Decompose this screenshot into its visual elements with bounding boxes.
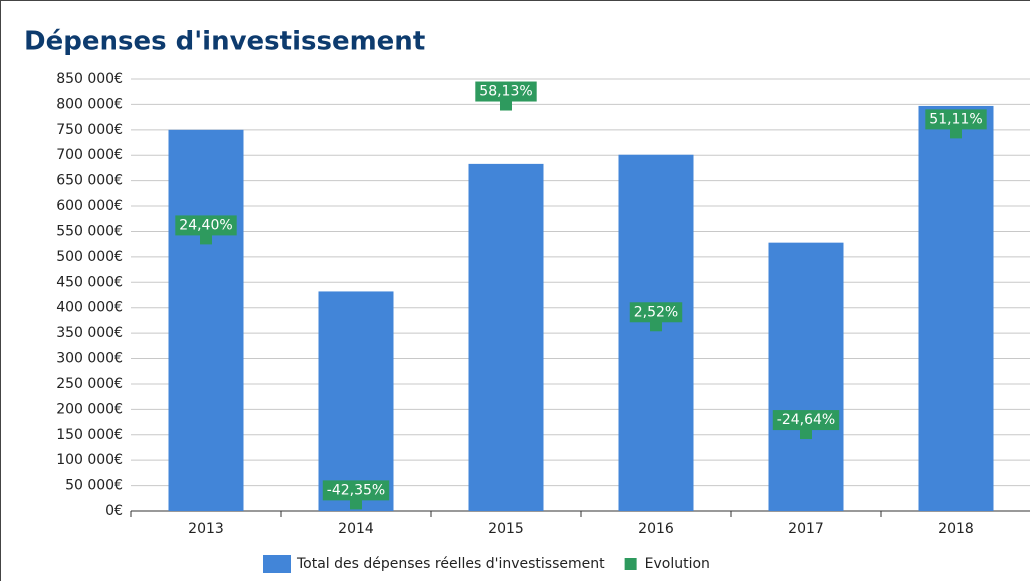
x-tick-label: 2014	[338, 521, 374, 537]
data-label-bg	[772, 410, 840, 431]
x-tick-label: 2017	[788, 521, 824, 537]
chart-title: Dépenses d'investissement	[24, 27, 425, 57]
legend-label: Evolution	[645, 556, 710, 572]
y-tick-label: 350 000€	[56, 325, 123, 341]
y-tick-label: 800 000€	[56, 96, 123, 112]
y-tick-label: 700 000€	[56, 147, 123, 163]
x-tick-label: 2015	[488, 521, 524, 537]
legend-swatch	[263, 555, 291, 573]
data-label-bg	[925, 109, 987, 130]
bar	[468, 163, 544, 511]
data-label-bg	[629, 302, 683, 323]
y-tick-label: 500 000€	[56, 249, 123, 265]
data-label-bg	[175, 215, 237, 236]
y-tick-label: 150 000€	[56, 427, 123, 443]
bar	[318, 291, 394, 511]
y-tick-label: 850 000€	[56, 71, 123, 87]
y-tick-label: 550 000€	[56, 223, 123, 239]
y-tick-label: 650 000€	[56, 173, 123, 189]
y-tick-label: 50 000€	[65, 478, 123, 494]
y-tick-label: 600 000€	[56, 198, 123, 214]
data-label: -24,64%	[777, 412, 835, 428]
data-label: 24,40%	[179, 217, 232, 233]
legend-label: Total des dépenses réelles d'investissem…	[296, 556, 605, 572]
y-tick-label: 300 000€	[56, 351, 123, 367]
y-tick-label: 750 000€	[56, 122, 123, 138]
data-label-bg	[475, 81, 537, 102]
y-tick-label: 400 000€	[56, 300, 123, 316]
legend-swatch	[624, 558, 637, 570]
data-label: 2,52%	[634, 304, 678, 320]
y-tick-label: 250 000€	[56, 376, 123, 392]
data-label: 58,13%	[479, 84, 532, 100]
y-tick-label: 100 000€	[56, 452, 123, 468]
bar	[768, 242, 844, 511]
data-label-bg	[322, 480, 390, 501]
y-tick-label: 200 000€	[56, 401, 123, 417]
x-tick-label: 2013	[188, 521, 224, 537]
y-tick-label: 0€	[105, 503, 123, 519]
bar	[168, 129, 244, 511]
bar	[618, 154, 694, 512]
x-tick-label: 2016	[638, 521, 674, 537]
data-label: -42,35%	[327, 482, 385, 498]
bar	[918, 105, 994, 512]
x-tick-label: 2018	[938, 521, 974, 537]
data-label: 51,11%	[929, 111, 982, 127]
y-tick-label: 450 000€	[56, 274, 123, 290]
marker	[950, 126, 962, 139]
